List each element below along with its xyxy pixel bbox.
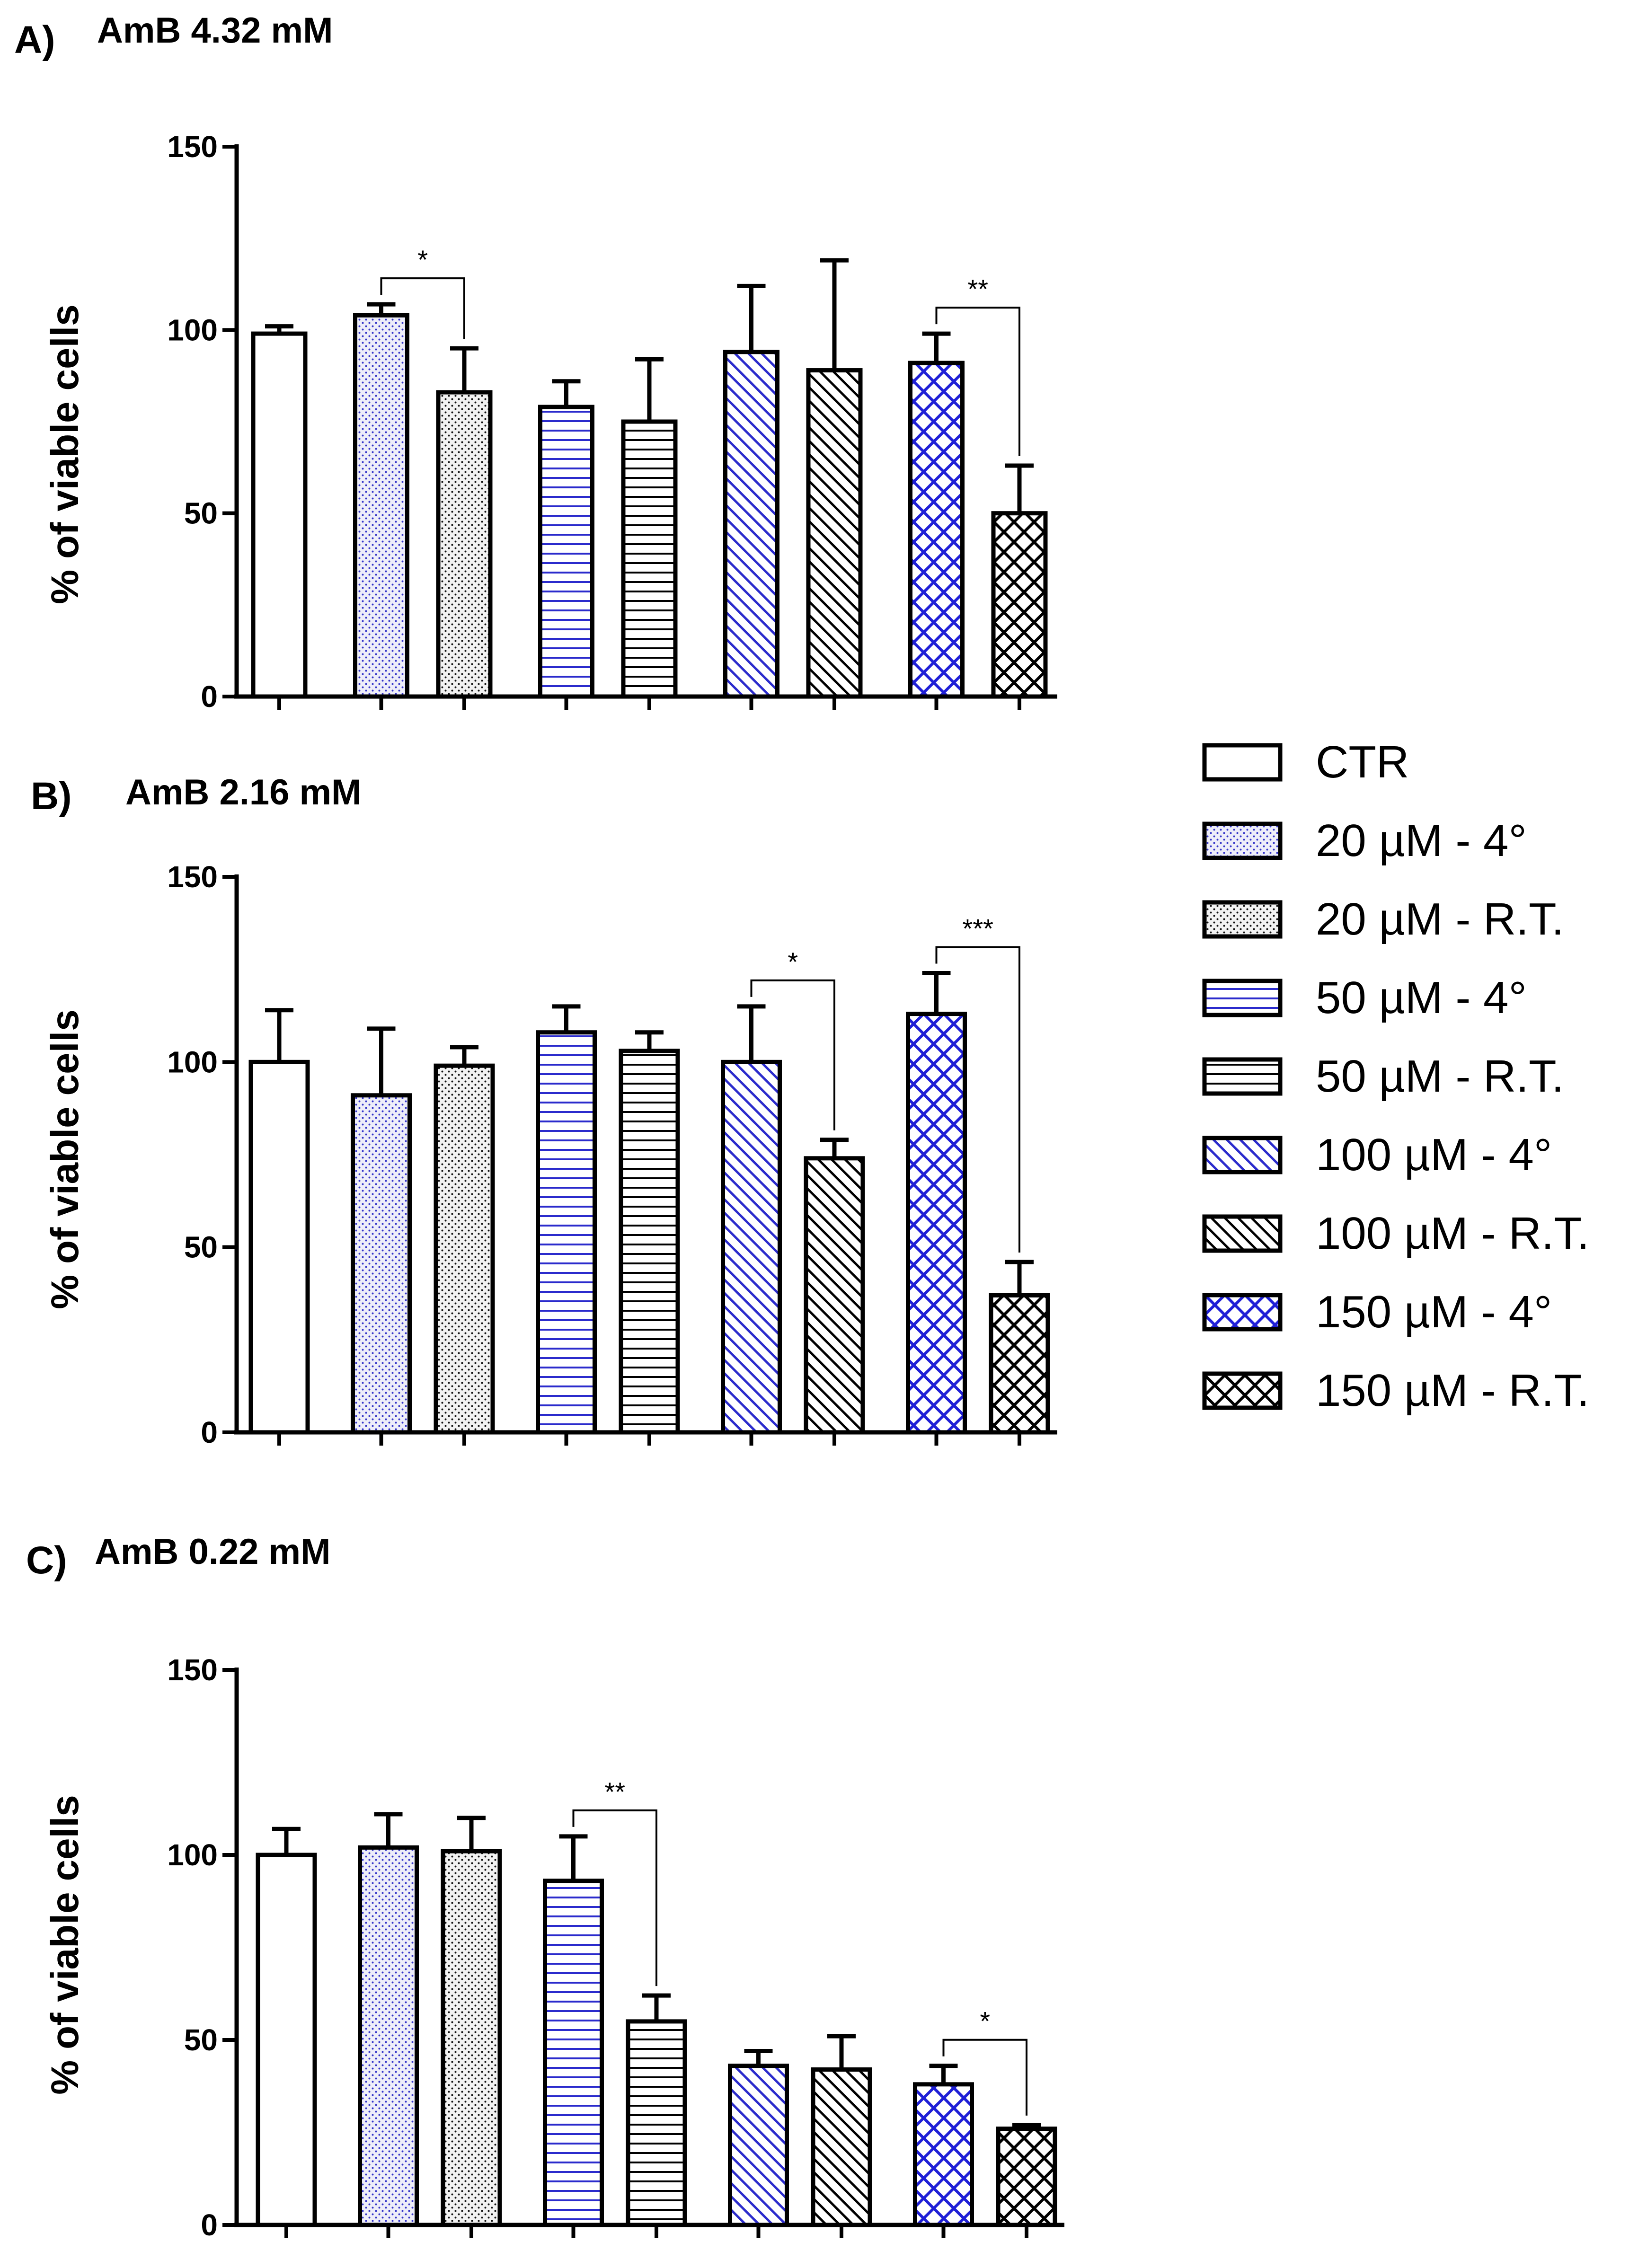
panel-title-c: AmB 0.22 mM: [95, 1532, 330, 1572]
y-tick-label: 100: [167, 1045, 218, 1079]
y-tick-label: 150: [167, 130, 218, 164]
legend-label: 150 µM - R.T.: [1316, 1365, 1589, 1416]
legend-label: 150 µM - 4°: [1316, 1287, 1552, 1337]
legend-swatch: [1202, 743, 1283, 782]
panel-letter-a: A): [14, 18, 55, 62]
legend-swatch: [1202, 821, 1283, 860]
panel-c: C) AmB 0.22 mM 0 50 100 150 % of viable cell…: [26, 1532, 1064, 2242]
y-tick-label: 150: [167, 860, 218, 894]
legend-swatch: [1202, 1293, 1283, 1332]
legend-swatch: [1202, 1214, 1283, 1253]
bar-2: [358, 1845, 419, 2227]
y-axis-label: % of viable cells: [44, 1795, 87, 2095]
significance-bracket: [572, 1809, 657, 1986]
y-tick-label: 0: [201, 1415, 218, 1449]
bar-1: [256, 1853, 317, 2227]
bar-1: [251, 331, 308, 699]
legend-item: 150 µM - R.T.: [1202, 1365, 1589, 1416]
legend-label: 20 µM - 4°: [1316, 815, 1527, 866]
significance-label: *: [980, 2006, 990, 2036]
significance-bracket: [380, 277, 465, 339]
y-tick-label: 0: [201, 680, 218, 714]
significance-label: *: [788, 947, 798, 977]
bar-6: [721, 1059, 782, 1435]
y-axis-label: % of viable cells: [44, 1009, 87, 1309]
bar-5: [619, 1049, 680, 1435]
significance-label: *: [417, 245, 428, 274]
bar-3: [441, 1849, 502, 2227]
legend-label: 100 µM - 4°: [1316, 1130, 1552, 1180]
bar-8: [906, 1012, 967, 1435]
panel-a: A) AmB 4.32 mM 0 50 100 150 % of viable cell…: [14, 10, 1057, 714]
y-tick-label: 50: [184, 496, 218, 530]
legend-label: 100 µM - R.T.: [1316, 1208, 1589, 1259]
bar-4: [536, 1030, 597, 1435]
significance-bracket: [942, 2039, 1027, 2116]
bar-7: [806, 368, 863, 699]
bar-6: [723, 350, 779, 699]
panel-title-a: AmB 4.32 mM: [97, 10, 333, 51]
bar-4: [543, 1879, 604, 2227]
significance-label: **: [604, 1777, 625, 1807]
legend-item: 20 µM - R.T.: [1202, 894, 1564, 944]
legend-item: 50 µM - 4°: [1202, 972, 1527, 1023]
panel-letter-b: B): [31, 775, 72, 818]
bar-5: [626, 2019, 687, 2227]
legend-label: 20 µM - R.T.: [1316, 894, 1564, 944]
legend-swatch: [1202, 1057, 1283, 1096]
significance-label: **: [967, 274, 988, 304]
bar-8: [913, 2082, 974, 2227]
legend-item: 150 µM - 4°: [1202, 1287, 1552, 1337]
panel-letter-c: C): [26, 1539, 67, 1582]
bar-2: [353, 313, 409, 699]
bar-6: [728, 2064, 789, 2227]
legend-item: 100 µM - 4°: [1202, 1130, 1552, 1180]
legend-label: CTR: [1316, 737, 1409, 787]
legend: CTR 20 µM - 4° 20 µM - R.T. 50 µM - 4° 50 µM…: [1202, 737, 1589, 1416]
significance-label: ***: [963, 913, 993, 943]
bar-1: [248, 1059, 310, 1435]
bar-9: [996, 2127, 1057, 2227]
legend-swatch: [1202, 1136, 1283, 1174]
legend-item: 100 µM - R.T.: [1202, 1208, 1589, 1259]
bar-3: [434, 1063, 495, 1435]
legend-label: 50 µM - 4°: [1316, 972, 1527, 1023]
legend-item: CTR: [1202, 737, 1409, 787]
panel-title-b: AmB 2.16 mM: [125, 772, 361, 812]
y-tick-label: 50: [184, 1230, 218, 1264]
bar-2: [351, 1093, 412, 1435]
y-tick-label: 0: [201, 2208, 218, 2242]
legend-swatch: [1202, 900, 1283, 939]
y-tick-label: 100: [167, 313, 218, 347]
significance-bracket: [935, 946, 1020, 1253]
y-tick-label: 50: [184, 2023, 218, 2057]
bar-7: [811, 2067, 872, 2227]
legend-label: 50 µM - R.T.: [1316, 1051, 1564, 1102]
panel-b: B) AmB 2.16 mM 0 50 100 150 % of viable cell…: [31, 772, 1057, 1449]
y-tick-label: 100: [167, 1838, 218, 1872]
y-tick-label: 150: [167, 1653, 218, 1687]
legend-item: 50 µM - R.T.: [1202, 1051, 1564, 1102]
legend-item: 20 µM - 4°: [1202, 815, 1527, 866]
bar-4: [538, 405, 594, 699]
bar-3: [436, 390, 493, 699]
y-axis-label: % of viable cells: [44, 304, 87, 604]
legend-swatch: [1202, 1371, 1283, 1410]
bar-9: [989, 1293, 1050, 1435]
significance-bracket: [750, 979, 835, 1130]
bar-7: [804, 1156, 865, 1435]
bar-8: [908, 361, 965, 699]
legend-swatch: [1202, 979, 1283, 1017]
significance-bracket: [935, 307, 1020, 456]
bar-5: [621, 419, 678, 699]
bar-9: [991, 511, 1048, 699]
